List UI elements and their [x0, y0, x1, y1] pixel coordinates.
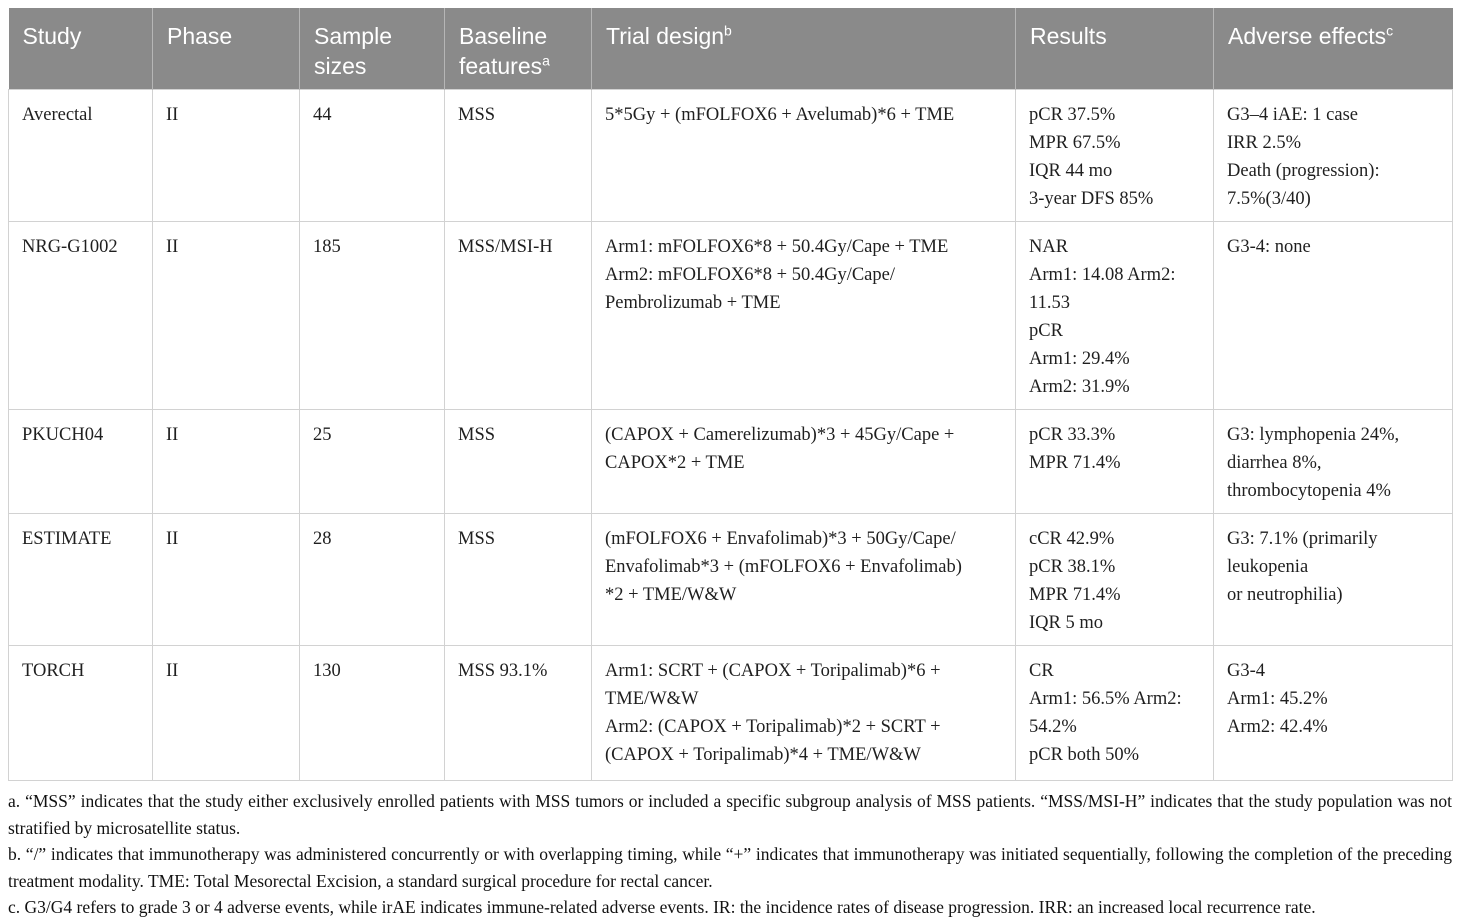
column-header-results: Results: [1015, 8, 1214, 90]
cell-adverse-effects: G3-4: none: [1213, 221, 1453, 410]
cell-phase: II: [152, 89, 300, 222]
cell-results: pCR 33.3% MPR 71.4%: [1015, 409, 1214, 514]
column-header-label: Results: [1030, 23, 1107, 49]
cell-study: ESTIMATE: [8, 513, 153, 646]
cell-study: PKUCH04: [8, 409, 153, 514]
cell-phase: II: [152, 409, 300, 514]
table-row: ESTIMATE II 28 MSS (mFOLFOX6 + Envafolim…: [8, 513, 1453, 646]
cell-results: NAR Arm1: 14.08 Arm2: 11.53 pCR Arm1: 29…: [1015, 221, 1214, 410]
cell-adverse-effects: G3: lymphopenia 24%, diarrhea 8%, thromb…: [1213, 409, 1453, 514]
cell-adverse-effects: G3-4 Arm1: 45.2% Arm2: 42.4%: [1213, 645, 1453, 781]
cell-baseline-features: MSS: [444, 409, 592, 514]
table-row: PKUCH04 II 25 MSS (CAPOX + Camerelizumab…: [8, 409, 1453, 514]
column-header-sup: c: [1386, 22, 1394, 39]
column-header-label: Trial design: [606, 23, 725, 49]
column-header-sup: b: [724, 22, 732, 39]
cell-trial-design: Arm1: mFOLFOX6*8 + 50.4Gy/Cape + TME Arm…: [591, 221, 1016, 410]
column-header-label: Baseline features: [459, 23, 548, 79]
column-header-sample-sizes: Sample sizes: [299, 8, 445, 90]
cell-sample-sizes: 44: [299, 89, 445, 222]
column-header-study: Study: [8, 8, 153, 90]
cell-sample-sizes: 28: [299, 513, 445, 646]
cell-baseline-features: MSS 93.1%: [444, 645, 592, 781]
column-header-phase: Phase: [152, 8, 300, 90]
cell-results: cCR 42.9% pCR 38.1% MPR 71.4% IQR 5 mo: [1015, 513, 1214, 646]
cell-baseline-features: MSS: [444, 89, 592, 222]
cell-adverse-effects: G3–4 iAE: 1 case IRR 2.5% Death (progres…: [1213, 89, 1453, 222]
column-header-sup: a: [542, 52, 550, 69]
table-row: TORCH II 130 MSS 93.1% Arm1: SCRT + (CAP…: [8, 645, 1453, 781]
cell-baseline-features: MSS: [444, 513, 592, 646]
cell-results: pCR 37.5% MPR 67.5% IQR 44 mo 3-year DFS…: [1015, 89, 1214, 222]
footnote-b: b. “/” indicates that immunotherapy was …: [8, 844, 1452, 891]
cell-study: TORCH: [8, 645, 153, 781]
table-row: NRG-G1002 II 185 MSS/MSI-H Arm1: mFOLFOX…: [8, 221, 1453, 410]
cell-baseline-features: MSS/MSI-H: [444, 221, 592, 410]
column-header-label: Sample sizes: [314, 23, 392, 79]
cell-adverse-effects: G3: 7.1% (primarily leukopenia or neutro…: [1213, 513, 1453, 646]
column-header-label: Study: [22, 23, 82, 49]
column-header-label: Adverse effects: [1228, 23, 1387, 49]
cell-phase: II: [152, 221, 300, 410]
cell-results: CR Arm1: 56.5% Arm2: 54.2% pCR both 50%: [1015, 645, 1214, 781]
column-header-adverse-effects: Adverse effectsc: [1213, 8, 1453, 90]
table-row: Averectal II 44 MSS 5*5Gy + (mFOLFOX6 + …: [8, 89, 1453, 222]
cell-study: NRG-G1002: [8, 221, 153, 410]
table-body: Averectal II 44 MSS 5*5Gy + (mFOLFOX6 + …: [8, 89, 1453, 781]
cell-sample-sizes: 185: [299, 221, 445, 410]
cell-trial-design: (mFOLFOX6 + Envafolimab)*3 + 50Gy/Cape/ …: [591, 513, 1016, 646]
cell-trial-design: (CAPOX + Camerelizumab)*3 + 45Gy/Cape + …: [591, 409, 1016, 514]
cell-sample-sizes: 130: [299, 645, 445, 781]
column-header-label: Phase: [167, 23, 233, 49]
cell-sample-sizes: 25: [299, 409, 445, 514]
table-footnotes: a. “MSS” indicates that the study either…: [8, 788, 1452, 921]
cell-phase: II: [152, 513, 300, 646]
table-header: Study Phase Sample sizes Baseline featur…: [8, 8, 1453, 90]
column-header-trial-design: Trial designb: [591, 8, 1016, 90]
cell-phase: II: [152, 645, 300, 781]
cell-trial-design: Arm1: SCRT + (CAPOX + Toripalimab)*6 + T…: [591, 645, 1016, 781]
cell-trial-design: 5*5Gy + (mFOLFOX6 + Avelumab)*6 + TME: [591, 89, 1016, 222]
clinical-trials-table: Study Phase Sample sizes Baseline featur…: [8, 8, 1453, 781]
cell-study: Averectal: [8, 89, 153, 222]
column-header-baseline-features: Baseline featuresa: [444, 8, 592, 90]
footnote-a: a. “MSS” indicates that the study either…: [8, 791, 1452, 838]
header-row: Study Phase Sample sizes Baseline featur…: [8, 8, 1453, 90]
footnote-c: c. G3/G4 refers to grade 3 or 4 adverse …: [8, 897, 1316, 917]
